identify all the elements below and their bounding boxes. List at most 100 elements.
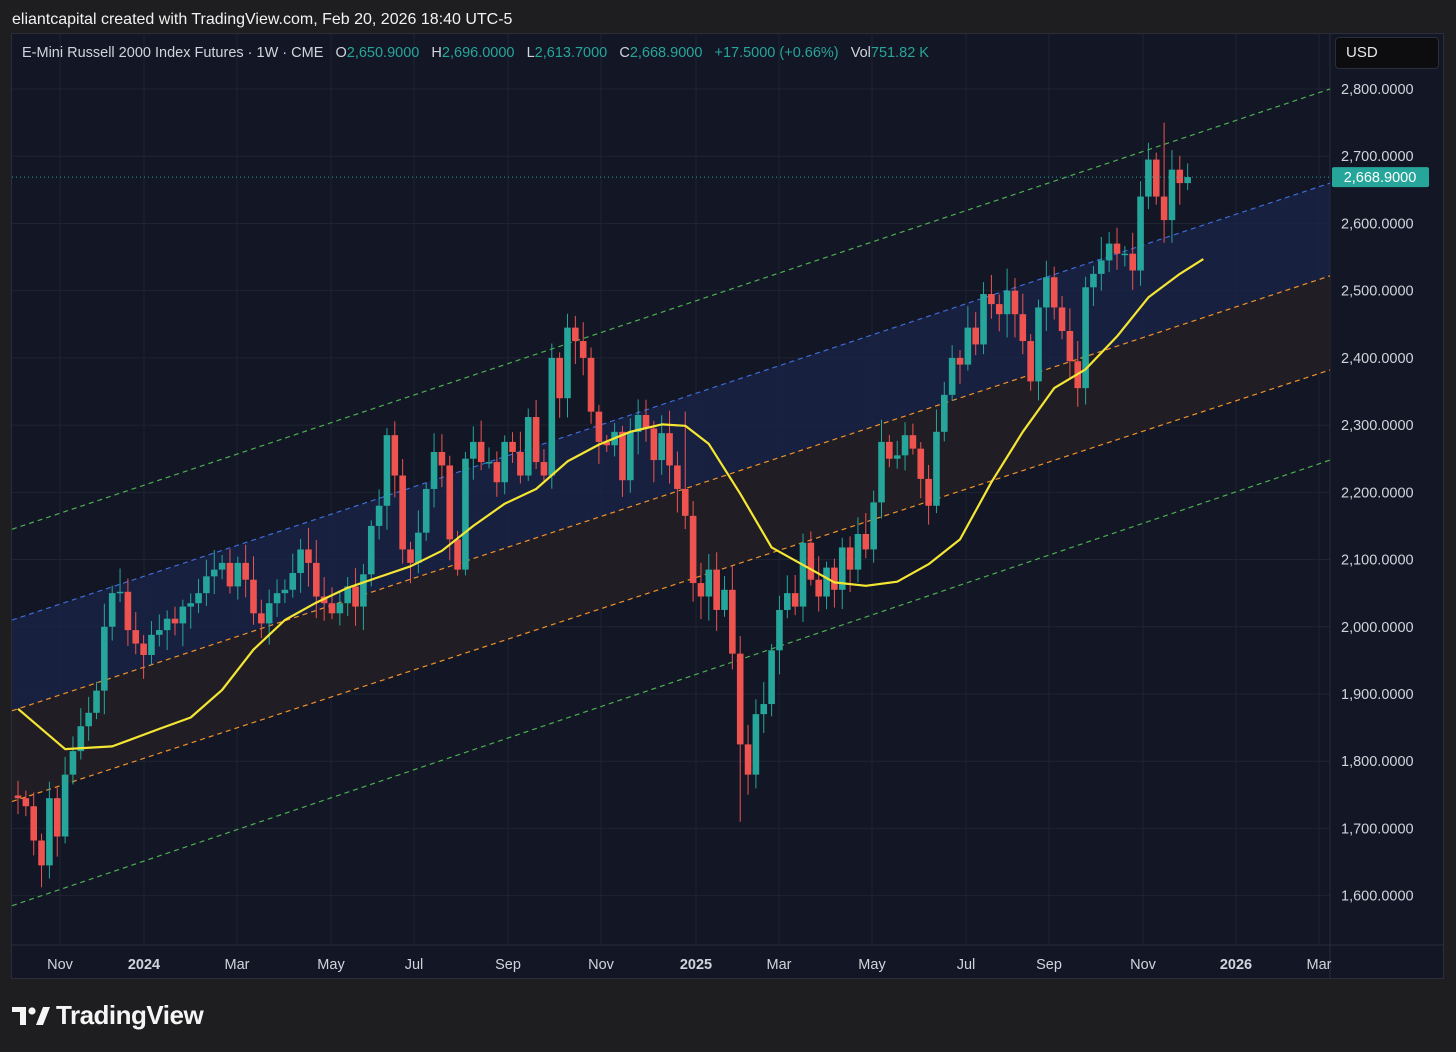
candle-body bbox=[391, 435, 399, 476]
price-tick-label: 2,100.0000 bbox=[1341, 553, 1414, 569]
candle-body bbox=[195, 593, 202, 604]
price-tick-label: 2,200.0000 bbox=[1341, 485, 1414, 501]
candle-body bbox=[1168, 169, 1176, 221]
price-tick-label: 2,700.0000 bbox=[1341, 149, 1414, 165]
candle-body bbox=[721, 589, 728, 610]
price-tick-label: 1,600.0000 bbox=[1341, 889, 1414, 905]
candle-body bbox=[148, 634, 155, 655]
candle-body bbox=[988, 294, 995, 305]
ohlc-legend: E-Mini Russell 2000 Index Futures · 1W ·… bbox=[22, 45, 929, 61]
price-tick-label: 2,400.0000 bbox=[1341, 351, 1414, 367]
candle-body bbox=[477, 441, 485, 463]
channel-line-lower_lower bbox=[11, 369, 1331, 803]
candle-body bbox=[784, 593, 791, 610]
candle-body bbox=[956, 357, 964, 365]
candle-body bbox=[93, 690, 100, 713]
candle-body bbox=[101, 626, 108, 691]
candle-body bbox=[705, 569, 713, 597]
candle-body bbox=[313, 562, 320, 597]
candle-body bbox=[1035, 307, 1042, 382]
candle-body bbox=[446, 465, 454, 540]
candle-body bbox=[1090, 273, 1097, 288]
close-value: 2,668.9000 bbox=[629, 45, 703, 61]
last-price-line: 2,668.9000 bbox=[12, 167, 1429, 188]
candle-body bbox=[1019, 314, 1027, 342]
candle-body bbox=[1043, 277, 1050, 308]
candle-body bbox=[752, 714, 760, 775]
volume-label: Vol bbox=[850, 45, 871, 61]
candle-body bbox=[407, 549, 414, 563]
candle-body bbox=[234, 562, 242, 587]
candle-body bbox=[30, 806, 37, 841]
candle-body bbox=[941, 394, 948, 432]
candle-body bbox=[862, 533, 870, 550]
caption: eliantcapital created with TradingView.c… bbox=[12, 11, 513, 28]
candle-body bbox=[619, 431, 626, 481]
candle-body bbox=[642, 415, 650, 429]
time-tick-label: 2026 bbox=[1220, 957, 1252, 973]
brand-name: TradingView bbox=[56, 1000, 204, 1030]
time-tick-label: 2025 bbox=[680, 957, 712, 973]
candle-body bbox=[218, 562, 226, 570]
price-tick-label: 2,800.0000 bbox=[1341, 82, 1414, 98]
candle-body bbox=[744, 744, 752, 775]
currency-button[interactable]: USD bbox=[1335, 37, 1439, 69]
candle-body bbox=[242, 562, 249, 580]
candle-body bbox=[893, 455, 901, 459]
candle-body bbox=[1066, 330, 1074, 362]
candle-body bbox=[854, 533, 862, 570]
candle-body bbox=[886, 441, 893, 459]
candle-body bbox=[69, 751, 77, 775]
candle-body bbox=[273, 593, 281, 604]
candle-body bbox=[1011, 290, 1019, 315]
candles bbox=[14, 122, 1191, 888]
candle-body bbox=[61, 774, 69, 837]
candle-body bbox=[579, 341, 587, 358]
candle-body bbox=[925, 478, 932, 506]
volume-value: 751.82 K bbox=[870, 45, 929, 61]
candle-body bbox=[1113, 243, 1121, 254]
time-tick-label: Mar bbox=[225, 957, 250, 973]
candle-body bbox=[226, 562, 234, 587]
candle-body bbox=[532, 417, 540, 463]
channel-line-upper_mid bbox=[11, 182, 1331, 621]
high-value: 2,696.0000 bbox=[441, 45, 515, 61]
candle-body bbox=[187, 603, 194, 607]
candle-body bbox=[14, 795, 22, 799]
candle-body bbox=[132, 630, 140, 644]
candle-body bbox=[116, 591, 124, 594]
candle-body bbox=[595, 411, 603, 442]
candle-body bbox=[878, 441, 885, 503]
candle-body bbox=[383, 435, 391, 506]
close-label: C bbox=[619, 45, 630, 61]
candle-body bbox=[493, 462, 501, 483]
moving-average bbox=[17, 258, 1204, 751]
candle-body bbox=[77, 726, 85, 752]
candle-body bbox=[901, 435, 909, 456]
candle-body bbox=[1027, 341, 1034, 382]
time-tick-label: Jul bbox=[405, 957, 424, 973]
candle-body bbox=[556, 357, 563, 399]
candle-body bbox=[768, 650, 775, 705]
candle-body bbox=[250, 579, 257, 614]
candle-body bbox=[297, 549, 304, 573]
time-tick-label: May bbox=[317, 957, 345, 973]
candle-body bbox=[281, 589, 289, 594]
candle-body bbox=[838, 547, 846, 590]
candle-body bbox=[681, 488, 689, 516]
lower-band-fill bbox=[12, 275, 1330, 802]
candle-body bbox=[46, 798, 53, 866]
candle-body bbox=[258, 613, 265, 624]
candle-body bbox=[375, 505, 383, 526]
high-label: H bbox=[431, 45, 442, 61]
candle-body bbox=[713, 569, 720, 610]
candle-body bbox=[171, 618, 179, 624]
candle-body bbox=[689, 515, 697, 584]
candle-body bbox=[438, 451, 446, 466]
candle-body bbox=[485, 462, 493, 464]
candle-body bbox=[415, 532, 422, 563]
candle-body bbox=[53, 798, 61, 837]
candle-body bbox=[22, 798, 30, 807]
candle-body bbox=[38, 840, 45, 866]
